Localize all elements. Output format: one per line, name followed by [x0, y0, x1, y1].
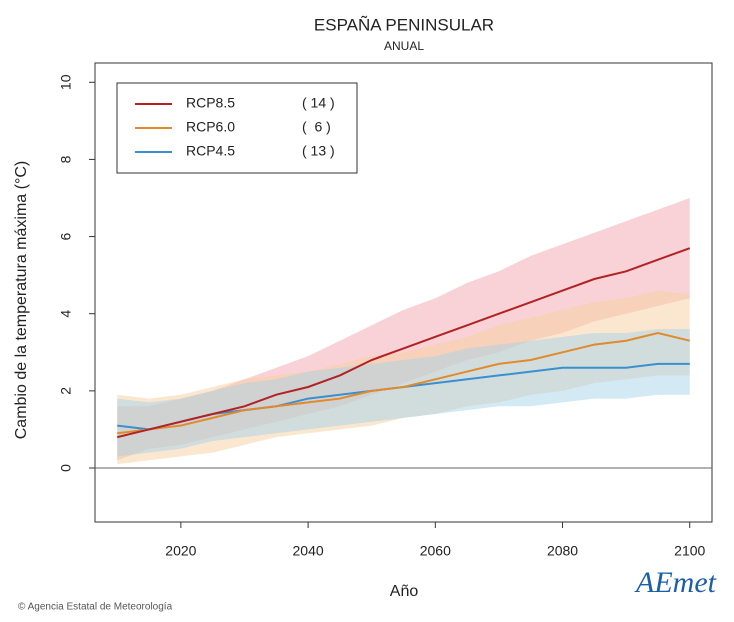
legend-count: ( 14 )	[302, 95, 335, 111]
legend-count: ( 6 )	[302, 119, 331, 135]
footer: © Agencia Estatal de Meteorología	[18, 602, 173, 613]
y-tick-label: 0	[58, 464, 74, 472]
legend-label: RCP6.0	[186, 119, 235, 135]
logo: AEmet	[634, 566, 717, 599]
x-tick-label: 2020	[165, 543, 196, 559]
x-tick-label: 2040	[293, 543, 324, 559]
legend-label: RCP8.5	[186, 95, 235, 111]
chart-subtitle: ANUAL	[384, 39, 424, 53]
series-line	[117, 331, 690, 435]
chart-title: ESPAÑA PENINSULAR	[314, 15, 494, 34]
uncertainty-band	[117, 329, 690, 457]
x-tick-label: 2060	[420, 543, 451, 559]
y-tick-label: 6	[58, 232, 74, 240]
y-tick-label: 8	[58, 155, 74, 163]
y-tick-label: 10	[58, 74, 74, 90]
x-axis-label: Año	[390, 583, 419, 600]
x-tick-label: 2080	[547, 543, 578, 559]
plot-frame	[94, 62, 713, 523]
y-tick-label: 2	[58, 387, 74, 395]
series-line	[117, 247, 691, 439]
x-tick-label: 2100	[674, 543, 705, 559]
y-tick-label: 4	[58, 310, 74, 318]
legend-label: RCP4.5	[186, 143, 235, 159]
legend-count: ( 13 )	[302, 143, 335, 159]
y-axis-label: Cambio de la temperatura máxima (°C)	[13, 161, 30, 440]
